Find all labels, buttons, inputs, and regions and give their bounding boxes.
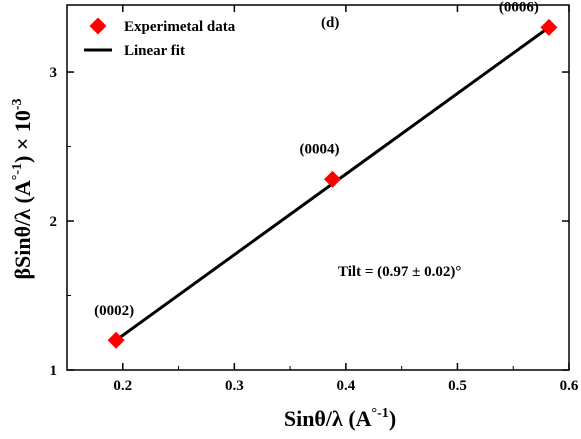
legend-label-experimental: Experimetal data xyxy=(124,19,236,35)
x-tick-label: 0.2 xyxy=(113,378,132,394)
y-axis-label: βSinθ/λ (A°-1) × 10-3 xyxy=(10,98,35,279)
y-tick-label: 2 xyxy=(50,214,58,230)
y-axis-label-main: βSinθ/λ (A xyxy=(10,180,35,279)
legend-marker-experimental xyxy=(89,17,107,35)
x-tick-label: 0.6 xyxy=(560,378,579,394)
y-axis-label-sup2: -3 xyxy=(10,98,25,110)
x-tick-label: 0.5 xyxy=(448,378,467,394)
x-axis-label-sup: °-1 xyxy=(372,406,389,421)
legend: Experimetal data Linear fit xyxy=(84,17,236,59)
data-point xyxy=(107,331,125,349)
x-axis-label-main: Sinθ/λ (A xyxy=(284,406,372,431)
tilt-annotation: Tilt = (0.97 ± 0.02)° xyxy=(338,264,461,280)
data-point xyxy=(324,170,341,188)
point-label: (0006) xyxy=(499,0,539,15)
x-axis-label: Sinθ/λ (A°-1) xyxy=(284,406,396,431)
point-label: (0004) xyxy=(300,141,340,157)
plot-frame xyxy=(66,4,570,371)
point-label: (0002) xyxy=(94,303,134,319)
y-tick-label: 3 xyxy=(50,65,58,81)
data-point xyxy=(540,18,558,36)
y-axis-label-mid: ) × 10 xyxy=(10,110,35,163)
y-tick-label: 1 xyxy=(50,363,58,379)
x-axis-label-close: ) xyxy=(389,406,396,431)
x-tick-label: 0.3 xyxy=(225,378,244,394)
y-axis-label-sup1: °-1 xyxy=(10,163,25,180)
panel-label: (d) xyxy=(321,15,339,31)
x-tick-label: 0.4 xyxy=(337,378,356,394)
legend-label-fit: Linear fit xyxy=(124,43,185,59)
